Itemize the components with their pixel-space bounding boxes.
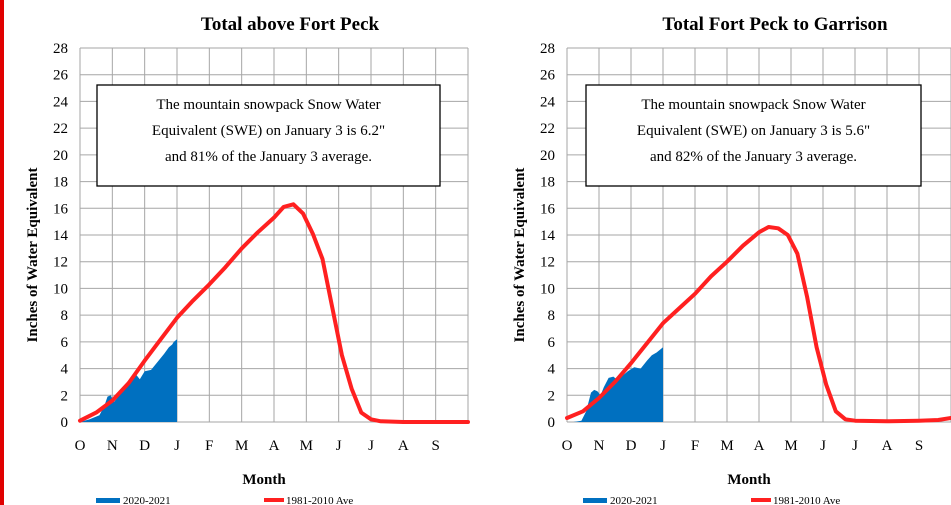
y-tick-label: 14 <box>540 228 556 244</box>
x-tick-label: M <box>300 438 313 454</box>
y-tick-label: 24 <box>540 94 556 110</box>
x-tick-label: S <box>431 438 439 454</box>
legend-label-2020-2021: 2020-2021 <box>610 495 658 505</box>
x-tick-label: A <box>269 438 280 454</box>
x-tick-label: S <box>915 438 923 454</box>
legend-label-2020-2021: 2020-2021 <box>123 495 171 505</box>
y-tick-label: 26 <box>540 68 556 84</box>
y-tick-label: 24 <box>53 94 69 110</box>
x-tick-label: J <box>174 438 180 454</box>
legend-label-average: 1981-2010 Ave <box>773 495 840 505</box>
y-tick-label: 20 <box>540 148 555 164</box>
y-tick-label: 16 <box>53 201 69 217</box>
legend-swatch-2020-2021 <box>583 498 607 503</box>
legend-label-average: 1981-2010 Ave <box>286 495 353 505</box>
y-tick-label: 18 <box>53 175 68 191</box>
x-tick-label: O <box>75 438 86 454</box>
x-tick-label: A <box>754 438 765 454</box>
annotation-line: The mountain snowpack Snow Water <box>641 97 865 113</box>
x-axis-label: Month <box>242 472 286 488</box>
x-tick-label: M <box>784 438 797 454</box>
annotation-box <box>96 84 441 187</box>
legend-swatch-2020-2021 <box>96 498 120 503</box>
y-tick-label: 28 <box>540 41 555 57</box>
annotation-line: and 81% of the January 3 average. <box>165 149 372 165</box>
y-tick-label: 6 <box>61 335 69 351</box>
x-tick-label: J <box>336 438 342 454</box>
y-tick-label: 14 <box>53 228 69 244</box>
x-tick-label: F <box>205 438 213 454</box>
y-tick-label: 4 <box>548 362 556 378</box>
x-tick-label: M <box>720 438 733 454</box>
x-tick-label: F <box>691 438 699 454</box>
x-tick-label: O <box>562 438 573 454</box>
x-tick-label: A <box>882 438 893 454</box>
annotation-box <box>585 84 922 187</box>
y-tick-label: 26 <box>53 68 69 84</box>
series-line-average <box>78 202 470 424</box>
y-tick-label: 18 <box>540 175 555 191</box>
y-tick-label: 12 <box>540 255 555 271</box>
y-tick-label: 8 <box>548 308 556 324</box>
chart-title: Total above Fort Peck <box>201 14 380 35</box>
y-tick-label: 10 <box>540 281 555 297</box>
y-axis-label: Inches of Water Equivalent <box>25 168 41 343</box>
y-tick-label: 4 <box>61 362 69 378</box>
y-tick-label: 10 <box>53 281 68 297</box>
y-tick-label: 0 <box>548 415 556 431</box>
x-tick-label: D <box>626 438 637 454</box>
y-axis-label: Inches of Water Equivalent <box>512 168 528 343</box>
x-axis-label: Month <box>727 472 771 488</box>
x-tick-label: M <box>235 438 248 454</box>
y-tick-label: 6 <box>548 335 556 351</box>
annotation-line: and 82% of the January 3 average. <box>650 149 857 165</box>
x-tick-label: N <box>107 438 118 454</box>
annotation-line: Equivalent (SWE) on January 3 is 5.6" <box>637 123 870 139</box>
y-tick-label: 8 <box>61 308 69 324</box>
y-tick-label: 22 <box>53 121 68 137</box>
x-tick-label: A <box>398 438 409 454</box>
series-line-average <box>565 225 951 424</box>
y-tick-label: 20 <box>53 148 68 164</box>
chart-title: Total Fort Peck to Garrison <box>662 14 888 35</box>
y-tick-label: 16 <box>540 201 556 217</box>
y-tick-label: 28 <box>53 41 68 57</box>
page-edge-bar <box>0 0 4 505</box>
annotation-line: Equivalent (SWE) on January 3 is 6.2" <box>152 123 385 139</box>
chart-panel: Total Fort Peck to Garrison0246810121416… <box>512 14 951 505</box>
series-area-2020-2021 <box>80 339 177 422</box>
y-tick-label: 0 <box>61 415 69 431</box>
x-tick-label: J <box>368 438 374 454</box>
annotation-line: The mountain snowpack Snow Water <box>156 97 380 113</box>
x-tick-label: J <box>660 438 666 454</box>
y-tick-label: 22 <box>540 121 555 137</box>
series-area-2020-2021 <box>573 347 663 422</box>
chart-panel: Total above Fort Peck0246810121416182022… <box>25 14 470 505</box>
x-tick-label: J <box>820 438 826 454</box>
x-tick-label: J <box>852 438 858 454</box>
y-tick-label: 12 <box>53 255 68 271</box>
x-tick-label: D <box>139 438 150 454</box>
x-tick-label: N <box>594 438 605 454</box>
y-tick-label: 2 <box>548 388 556 404</box>
y-tick-label: 2 <box>61 388 69 404</box>
